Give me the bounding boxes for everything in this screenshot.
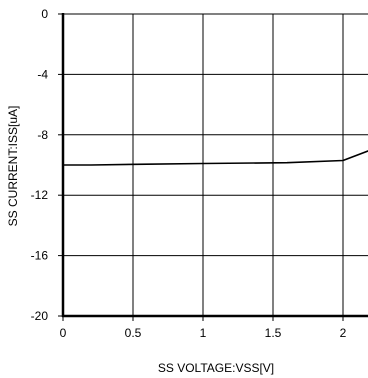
y-tick-label: -8	[37, 128, 48, 142]
x-tick-label: 0	[60, 326, 67, 340]
y-tick-label: -16	[31, 249, 49, 263]
grid-lines	[63, 13, 368, 316]
x-tick-label: 2	[340, 326, 347, 340]
y-axis-title: SS CURRENT:ISS[uA]	[6, 106, 20, 227]
x-tick-label: 0.5	[125, 326, 142, 340]
tick-labels: 0 0.5 1 1.5 2 0 -4 -8 -12 -16 -20	[31, 7, 347, 340]
y-tick-label: 0	[41, 7, 48, 21]
series-layer	[63, 150, 368, 166]
y-tick-label: -4	[37, 67, 48, 81]
y-tick-label: -20	[31, 309, 49, 323]
x-tick-label: 1	[200, 326, 207, 340]
axes	[58, 13, 368, 321]
x-tick-label: 1.5	[265, 326, 282, 340]
y-tick-label: -12	[31, 188, 49, 202]
series-line-0	[63, 150, 368, 166]
x-axis-title: SS VOLTAGE:VSS[V]	[158, 361, 274, 375]
